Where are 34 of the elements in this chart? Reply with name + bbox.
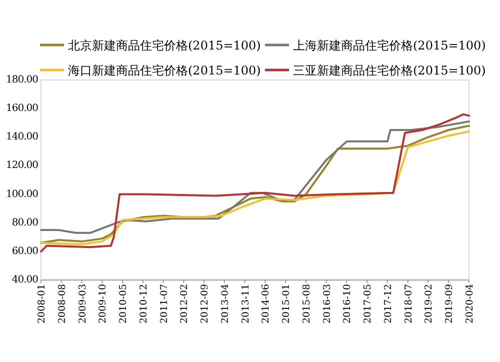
x-tick-label: 2012-02 bbox=[179, 284, 190, 324]
x-tick-label: 2008-08 bbox=[56, 284, 68, 324]
legend-label: 上海新建商品住宅价格(2015=100) bbox=[293, 38, 486, 52]
legend-label: 三亚新建商品住宅价格(2015=100) bbox=[293, 64, 486, 78]
y-tick-label: 160.00 bbox=[6, 103, 38, 114]
x-tick-label: 2016-10 bbox=[342, 284, 354, 324]
x-tick-label: 2013-11 bbox=[240, 284, 252, 324]
x-tick-label: 2009-03 bbox=[77, 284, 88, 324]
x-tick-label: 2010-12 bbox=[138, 284, 150, 324]
x-tick-label: 2009-10 bbox=[98, 284, 109, 324]
x-tick-label: 2019-09 bbox=[444, 284, 456, 324]
y-tick-label: 180.00 bbox=[6, 74, 38, 86]
y-tick-label: 100.00 bbox=[6, 188, 38, 200]
x-tick-label: 2018-07 bbox=[403, 284, 414, 324]
y-tick-label: 40.00 bbox=[12, 274, 38, 286]
x-tick-label: 2015-01 bbox=[281, 284, 292, 324]
x-tick-label: 2017-12 bbox=[382, 284, 394, 324]
x-tick-label: 2013-04 bbox=[220, 284, 231, 324]
x-tick-label: 2010-05 bbox=[118, 284, 130, 324]
legend-label: 北京新建商品住宅价格(2015=100) bbox=[68, 38, 261, 52]
x-tick-label: 2015-08 bbox=[301, 284, 312, 324]
x-tick-label: 2020-04 bbox=[464, 284, 476, 324]
y-tick-label: 60.00 bbox=[12, 246, 38, 257]
x-tick-label: 2008-01 bbox=[36, 284, 48, 324]
x-tick-label: 2014-06 bbox=[260, 284, 272, 324]
x-tick-label: 2019-02 bbox=[424, 284, 435, 324]
x-tick-label: 2016-03 bbox=[322, 284, 333, 324]
x-tick-label: 2012-09 bbox=[200, 284, 211, 324]
y-tick-label: 140.00 bbox=[6, 132, 38, 143]
legend-label: 海口新建商品住宅价格(2015=100) bbox=[68, 64, 261, 78]
y-tick-label: 80.00 bbox=[12, 217, 38, 228]
x-tick-label: 2011-07 bbox=[158, 284, 170, 324]
x-tick-label: 2017-05 bbox=[362, 284, 374, 324]
y-tick-label: 120.00 bbox=[6, 160, 38, 172]
